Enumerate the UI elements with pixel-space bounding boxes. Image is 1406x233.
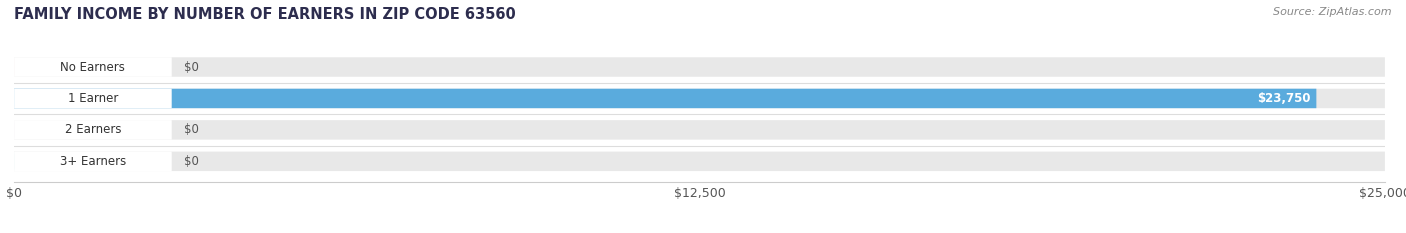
Text: No Earners: No Earners bbox=[60, 61, 125, 74]
FancyBboxPatch shape bbox=[14, 120, 1385, 140]
Text: $0: $0 bbox=[184, 123, 198, 136]
Text: $0: $0 bbox=[184, 155, 198, 168]
Text: Source: ZipAtlas.com: Source: ZipAtlas.com bbox=[1274, 7, 1392, 17]
FancyBboxPatch shape bbox=[14, 89, 172, 108]
Text: FAMILY INCOME BY NUMBER OF EARNERS IN ZIP CODE 63560: FAMILY INCOME BY NUMBER OF EARNERS IN ZI… bbox=[14, 7, 516, 22]
Text: $0: $0 bbox=[184, 61, 198, 74]
FancyBboxPatch shape bbox=[14, 57, 172, 77]
Text: 2 Earners: 2 Earners bbox=[65, 123, 121, 136]
FancyBboxPatch shape bbox=[14, 89, 1316, 108]
FancyBboxPatch shape bbox=[14, 152, 172, 171]
FancyBboxPatch shape bbox=[14, 89, 1385, 108]
Text: 1 Earner: 1 Earner bbox=[67, 92, 118, 105]
FancyBboxPatch shape bbox=[14, 120, 172, 140]
Text: $23,750: $23,750 bbox=[1257, 92, 1310, 105]
FancyBboxPatch shape bbox=[14, 57, 1385, 77]
FancyBboxPatch shape bbox=[14, 152, 1385, 171]
Text: 3+ Earners: 3+ Earners bbox=[60, 155, 127, 168]
